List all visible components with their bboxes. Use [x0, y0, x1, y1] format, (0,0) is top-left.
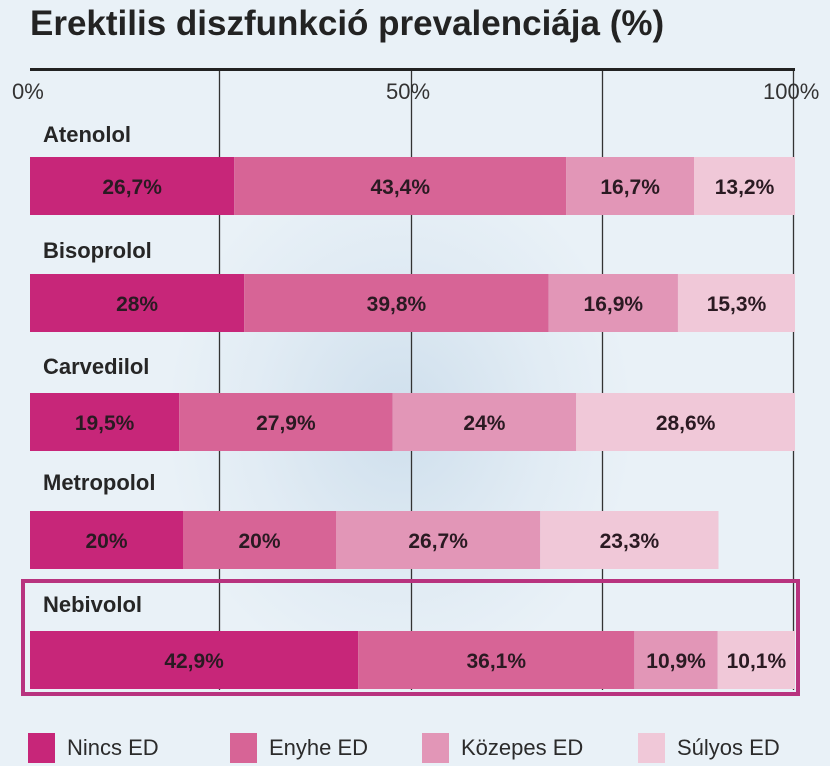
- data-label: 26,7%: [102, 176, 162, 199]
- data-label: 16,9%: [584, 293, 644, 316]
- data-label: 15,3%: [707, 293, 767, 316]
- x-tick-label-50: 50%: [386, 79, 431, 104]
- category-label-metropolol: Metropolol: [43, 470, 156, 495]
- bar-segment: [179, 393, 393, 451]
- bar-segment: [30, 631, 359, 689]
- bar-segment: [30, 511, 183, 569]
- bar-segment: [576, 393, 795, 451]
- legend-label-nincs-ed: Nincs ED: [67, 735, 159, 760]
- bar-segment: [244, 274, 549, 332]
- nebivolol-highlight-box: [21, 579, 800, 696]
- legend-label-enyhe-ed: Enyhe ED: [269, 735, 369, 760]
- bar-segment: [548, 274, 678, 332]
- bar-segment: [717, 631, 795, 689]
- category-label-carvedilol: Carvedilol: [43, 354, 150, 379]
- data-label: 39,8%: [367, 293, 427, 316]
- bar-group-atenolol: 26,7% 43,4% 16,7% 13,2%: [30, 157, 795, 215]
- bar-segment: [392, 393, 577, 451]
- bar-segment: [677, 274, 795, 332]
- data-label: 23,3%: [600, 530, 660, 553]
- legend-item-kozepes-ed: Közepes ED: [422, 733, 583, 763]
- bar-segment: [30, 274, 245, 332]
- category-label-atenolol: Atenolol: [43, 122, 131, 147]
- bar-segment: [30, 157, 235, 215]
- data-label: 16,7%: [600, 176, 660, 199]
- bar-group-bisoprolol: 28% 39,8% 16,9% 15,3%: [30, 274, 795, 332]
- data-label: 19,5%: [75, 412, 135, 435]
- data-label: 20%: [238, 530, 280, 553]
- bar-segment: [694, 157, 795, 215]
- legend-swatch-sulyos-ed: [638, 733, 665, 763]
- chart-title: Erektilis diszfunkció prevalenciája (%): [30, 4, 665, 43]
- legend-item-enyhe-ed: Enyhe ED: [230, 733, 368, 763]
- bar-segment: [234, 157, 567, 215]
- data-label: 42,9%: [164, 650, 224, 673]
- data-label: 27,9%: [256, 412, 316, 435]
- bar-segment: [540, 511, 719, 569]
- x-axis-line: [30, 68, 795, 71]
- bar-group-nebivolol: 42,9% 36,1% 10,9% 10,1%: [30, 631, 795, 689]
- bar-segment: [336, 511, 541, 569]
- x-tick-label-100: 100%: [763, 79, 820, 104]
- bar-group-metropolol: 20% 20% 26,7% 23,3%: [30, 511, 719, 569]
- data-label: 20%: [85, 530, 127, 553]
- legend-label-sulyos-ed: Súlyos ED: [677, 735, 780, 760]
- bar-group-carvedilol: 19,5% 27,9% 24% 28,6%: [30, 393, 795, 451]
- bar-segment: [183, 511, 336, 569]
- bar-segment: [30, 393, 180, 451]
- data-label: 24%: [463, 412, 505, 435]
- data-label: 10,9%: [646, 650, 706, 673]
- legend-label-kozepes-ed: Közepes ED: [461, 735, 584, 760]
- category-label-nebivolol: Nebivolol: [43, 592, 143, 617]
- category-label-bisoprolol: Bisoprolol: [43, 238, 152, 263]
- data-label: 28%: [116, 293, 158, 316]
- data-label: 13,2%: [715, 176, 775, 199]
- data-label: 26,7%: [408, 530, 468, 553]
- data-label: 10,1%: [727, 650, 787, 673]
- bar-segment: [566, 157, 695, 215]
- legend-swatch-nincs-ed: [28, 733, 55, 763]
- legend-swatch-enyhe-ed: [230, 733, 257, 763]
- legend-item-nincs-ed: Nincs ED: [28, 733, 159, 763]
- legend-item-sulyos-ed: Súlyos ED: [638, 733, 780, 763]
- data-label: 43,4%: [370, 176, 430, 199]
- legend: Nincs ED Enyhe ED Közepes ED Súlyos ED: [28, 733, 808, 763]
- data-label: 28,6%: [656, 412, 716, 435]
- legend-swatch-kozepes-ed: [422, 733, 449, 763]
- bar-segment: [358, 631, 635, 689]
- bar-segment: [634, 631, 718, 689]
- data-label: 36,1%: [466, 650, 526, 673]
- x-tick-label-0: 0%: [12, 79, 44, 104]
